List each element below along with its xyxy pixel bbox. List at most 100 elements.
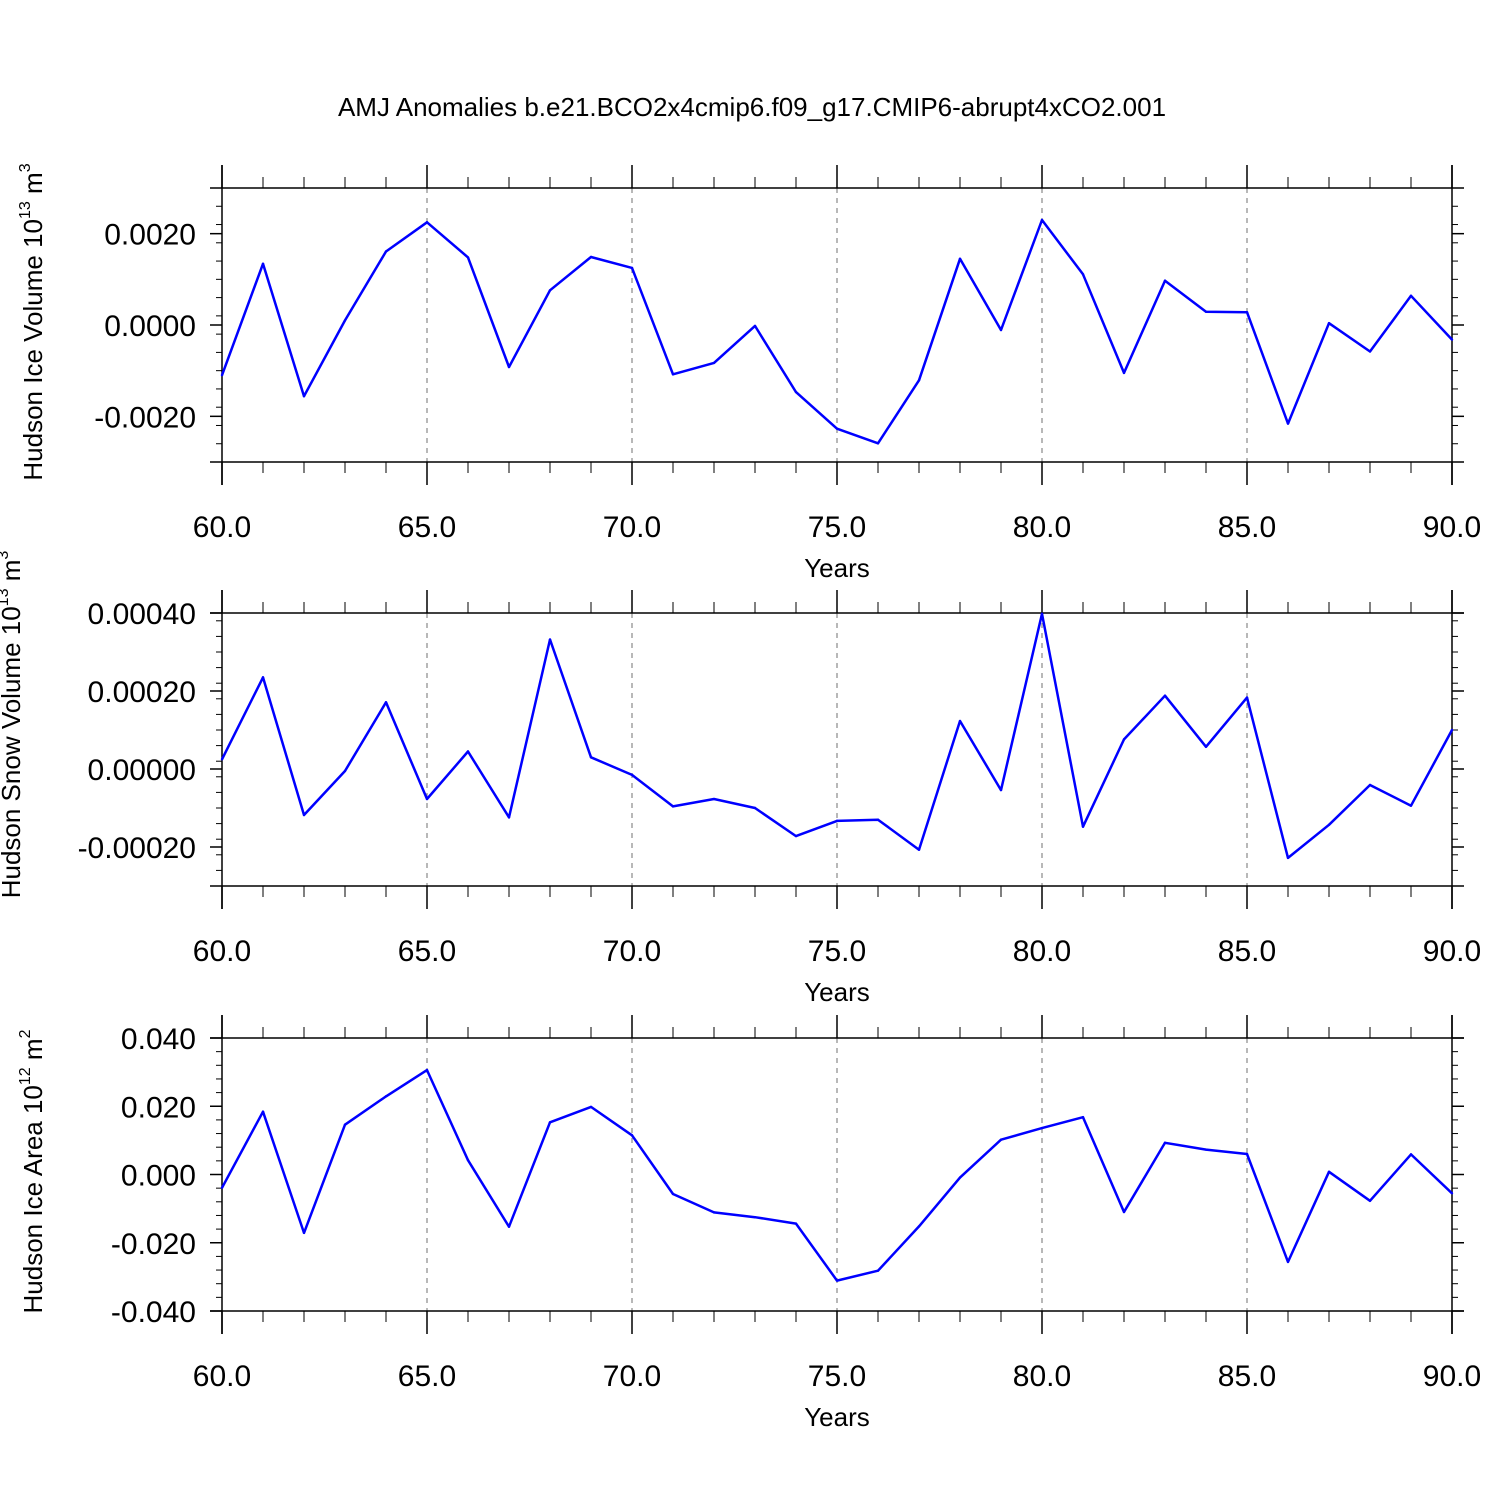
x-tick-label: 90.0	[1423, 511, 1481, 544]
data-point	[589, 1105, 593, 1109]
data-point	[671, 373, 675, 376]
x-tick-label: 75.0	[808, 511, 866, 544]
data-point	[1286, 1260, 1290, 1264]
panel-3: -0.040 -0.020 0.000 0.020 0.040 60.0 65.0 70.0 7…	[17, 1015, 1481, 1432]
panel-2: -0.00020 0.00000 0.00020 0.00040 60.0 65.0 70.…	[0, 551, 1481, 1007]
data-point	[302, 1231, 306, 1235]
data-point	[425, 1068, 429, 1072]
y-tick-label: 0.000	[121, 1160, 196, 1193]
x-tick-label: 65.0	[398, 1360, 456, 1393]
x-tick-label: 80.0	[1013, 511, 1071, 544]
data-point	[1409, 804, 1413, 807]
data-point	[548, 1121, 552, 1124]
data-point	[630, 1134, 634, 1137]
data-point	[835, 819, 839, 823]
data-point	[1122, 371, 1126, 375]
data-point	[589, 756, 593, 759]
x-tick-label: 75.0	[808, 1360, 866, 1393]
data-point	[876, 818, 880, 821]
data-point	[343, 769, 347, 773]
data-point	[876, 1269, 880, 1272]
data-point	[917, 1225, 921, 1228]
x-tick-label: 70.0	[603, 1360, 661, 1393]
data-point	[712, 361, 716, 365]
y-tick-label: 0.020	[121, 1091, 196, 1124]
data-point	[1368, 350, 1372, 353]
x-axis-label: Years	[804, 977, 870, 1007]
data-point	[671, 1192, 675, 1196]
x-tick-label: 65.0	[398, 935, 456, 968]
data-point	[1327, 321, 1331, 325]
data-point	[1450, 728, 1454, 732]
x-tick-label: 70.0	[603, 511, 661, 544]
x-tick-label: 60.0	[193, 935, 251, 968]
data-point	[1163, 279, 1167, 282]
x-tick-label: 85.0	[1218, 511, 1276, 544]
data-point	[1286, 422, 1290, 425]
y-tick-label: 0.040	[121, 1023, 196, 1056]
y-tick-label: 0.00020	[88, 676, 196, 709]
data-point	[343, 319, 347, 322]
data-point	[1040, 218, 1044, 222]
y-tick-label: 0.0000	[104, 310, 196, 343]
x-tick-label: 85.0	[1218, 935, 1276, 968]
data-point	[712, 797, 716, 801]
x-tick-label: 60.0	[193, 1360, 251, 1393]
data-point	[1081, 1115, 1085, 1119]
y-axis-label: Hudson Ice Volume 1013 m3	[17, 163, 48, 480]
data-point	[1327, 823, 1331, 826]
data-point	[1122, 1210, 1126, 1214]
data-point	[548, 638, 552, 641]
data-point	[1204, 310, 1208, 313]
y-axis-label: Hudson Ice Area 1012 m2	[17, 1029, 48, 1313]
data-point	[1081, 273, 1085, 276]
x-tick-label: 75.0	[808, 935, 866, 968]
data-point	[261, 1110, 265, 1113]
y-tick-label: -0.040	[111, 1296, 196, 1329]
data-point	[261, 262, 265, 266]
data-point	[753, 806, 757, 810]
x-tick-label: 90.0	[1423, 1360, 1481, 1393]
data-point	[794, 834, 798, 838]
x-tick-label: 90.0	[1423, 935, 1481, 968]
data-point	[958, 1176, 962, 1179]
data-point	[999, 788, 1003, 792]
data-point	[1286, 856, 1290, 860]
data-point	[999, 1138, 1003, 1141]
data-point	[876, 442, 880, 445]
data-point	[261, 676, 265, 679]
data-point	[220, 374, 224, 377]
data-point	[384, 1095, 388, 1098]
data-point	[1409, 294, 1413, 297]
data-point	[999, 328, 1003, 332]
data-point	[302, 813, 306, 817]
data-point	[1327, 1170, 1331, 1173]
data-point	[1450, 338, 1454, 341]
x-axis-label: Years	[804, 1402, 870, 1432]
data-point	[507, 365, 511, 369]
data-point	[384, 250, 388, 253]
panel-1: -0.0020 0.0000 0.0020 60.0 65.0 70.0 75.0 80.0 8…	[17, 163, 1481, 583]
data-point	[1040, 612, 1044, 615]
data-point	[343, 1123, 347, 1126]
data-point	[753, 1215, 757, 1219]
data-point	[507, 1225, 511, 1228]
data-point	[1122, 738, 1126, 741]
data-point	[1163, 1141, 1167, 1144]
x-tick-label: 80.0	[1013, 1360, 1071, 1393]
data-point	[1245, 1152, 1249, 1156]
data-point	[917, 379, 921, 382]
data-point	[917, 848, 921, 851]
data-point	[1163, 694, 1167, 697]
data-point	[835, 1279, 839, 1282]
data-point	[712, 1211, 716, 1214]
data-point	[671, 805, 675, 808]
figure-title: AMJ Anomalies b.e21.BCO2x4cmip6.f09_g17.…	[338, 92, 1166, 122]
data-point	[958, 257, 962, 260]
y-axis-label: Hudson Snow Volume 1013 m3	[0, 551, 26, 899]
data-point	[1081, 825, 1085, 828]
data-point	[466, 750, 470, 753]
y-tick-label: 0.00000	[88, 754, 196, 787]
x-tick-label: 60.0	[193, 511, 251, 544]
